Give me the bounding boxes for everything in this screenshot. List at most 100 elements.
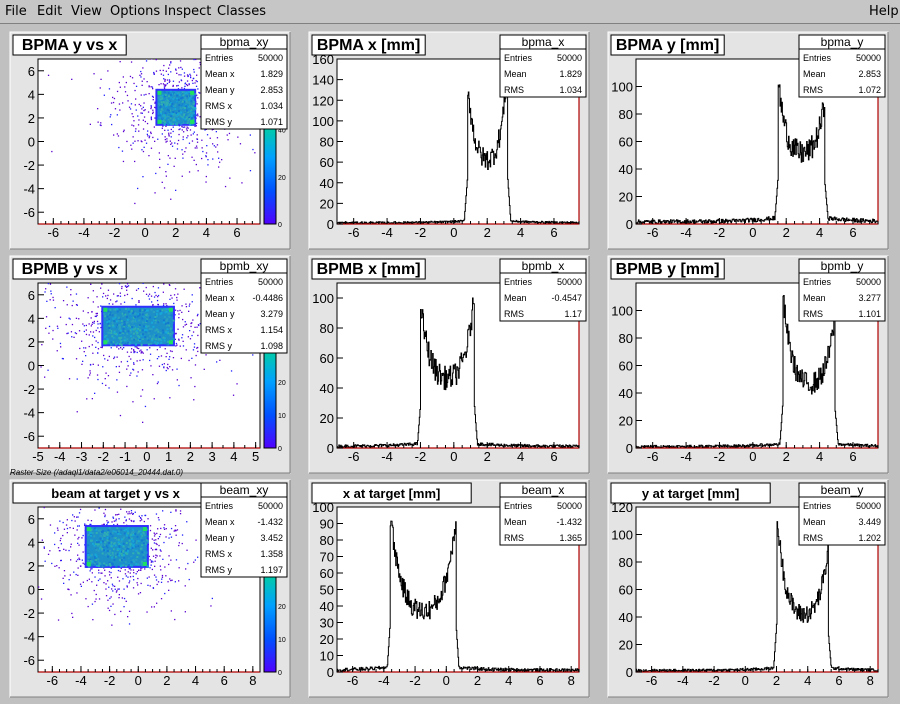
scatter-point <box>74 520 76 522</box>
scatter-point <box>144 405 147 408</box>
scatter-point <box>118 588 120 590</box>
y-tick-label: 4 <box>28 87 35 102</box>
beam-spot-cell <box>114 531 117 534</box>
scatter-point <box>109 597 111 600</box>
scatter-point <box>154 106 156 109</box>
scatter-point <box>182 326 185 328</box>
beam-spot-cell <box>137 531 140 534</box>
pad-bpmb_xy[interactable]: 010203040-5-4-3-2-1012345-6-4-20246BPMB … <box>0 225 295 474</box>
beam-spot-cell <box>170 115 173 118</box>
scatter-point <box>160 569 162 571</box>
scatter-point <box>66 286 68 288</box>
beam-spot-corner <box>190 119 195 124</box>
beam-spot-cell <box>121 554 124 557</box>
scatter-point <box>89 570 91 572</box>
menu-options[interactable]: Options <box>110 4 161 19</box>
beam-spot-cell <box>171 105 174 108</box>
scatter-point <box>171 297 173 299</box>
beam-spot-cell <box>146 309 149 312</box>
scatter-point <box>155 548 158 551</box>
beam-spot-cell <box>130 542 133 545</box>
scatter-point <box>136 571 138 573</box>
beam-spot-cell <box>188 113 191 116</box>
scatter-point <box>78 525 80 527</box>
scatter-point <box>152 561 154 563</box>
scatter-point <box>43 546 45 548</box>
beam-spot-cell <box>165 115 168 118</box>
beam-spot-cell <box>109 313 111 316</box>
scatter-point <box>177 84 179 87</box>
beam-spot-cell <box>182 116 185 119</box>
stats-label: RMS x <box>205 549 233 559</box>
menu-edit[interactable]: Edit <box>37 4 63 19</box>
scatter-point <box>75 304 78 306</box>
beam-spot-cell <box>111 324 114 327</box>
scatter-point <box>131 297 133 300</box>
beam-spot-cell <box>161 329 164 332</box>
beam-spot-cell <box>94 560 97 563</box>
y-tick-label: 0 <box>327 217 334 232</box>
scatter-point <box>129 580 131 582</box>
scatter-point <box>175 332 177 334</box>
beam-spot-cell <box>185 101 188 104</box>
scatter-point <box>133 125 135 127</box>
scatter-point <box>116 590 118 592</box>
scatter-point <box>144 514 146 517</box>
beam-spot-cell <box>118 308 121 311</box>
beam-spot-cell <box>182 121 185 124</box>
menu-file[interactable]: File <box>5 4 27 19</box>
scatter-point <box>154 565 156 567</box>
scatter-point <box>71 78 73 80</box>
menu-help[interactable]: Help <box>869 4 899 19</box>
scatter-point <box>76 516 78 518</box>
scatter-point <box>143 94 145 96</box>
beam-spot-cell <box>103 549 106 552</box>
scatter-point <box>181 129 183 131</box>
beam-spot-cell <box>108 534 111 537</box>
beam-spot-cell <box>153 337 156 340</box>
menu-inspect[interactable]: Inspect <box>164 4 212 19</box>
scatter-point <box>152 136 154 139</box>
beam-spot-cell <box>159 313 162 315</box>
scatter-point <box>182 345 185 347</box>
scatter-point <box>153 532 155 534</box>
scatter-point <box>188 578 190 581</box>
beam-spot-cell <box>141 544 144 547</box>
scatter-point <box>193 68 195 71</box>
menu-classes[interactable]: Classes <box>217 4 266 19</box>
beam-spot-cell <box>89 558 92 561</box>
scatter-point <box>183 87 186 90</box>
scatter-point <box>150 131 152 133</box>
scatter-point <box>163 87 166 89</box>
beam-spot-cell <box>155 313 158 316</box>
x-tick-label: -6 <box>347 673 359 688</box>
beam-spot-cell <box>169 108 172 111</box>
beam-spot-cell <box>127 341 129 344</box>
scatter-point <box>252 148 254 151</box>
scatter-point <box>194 125 196 127</box>
scatter-point <box>178 544 180 547</box>
scatter-point <box>92 352 94 354</box>
scatter-point <box>152 549 154 551</box>
y-tick-label: 60 <box>619 359 633 374</box>
scatter-point <box>163 78 165 80</box>
beam-spot-cell <box>117 316 120 319</box>
scatter-point <box>126 586 128 588</box>
beam-spot-cell <box>190 114 193 117</box>
x-tick-label: -6 <box>348 449 360 464</box>
scatter-point <box>176 344 178 346</box>
beam-spot-cell <box>184 122 187 125</box>
beam-spot-cell <box>119 323 122 326</box>
beam-spot-cell <box>120 320 123 322</box>
menu-view[interactable]: View <box>71 4 102 19</box>
scatter-point <box>158 84 160 86</box>
